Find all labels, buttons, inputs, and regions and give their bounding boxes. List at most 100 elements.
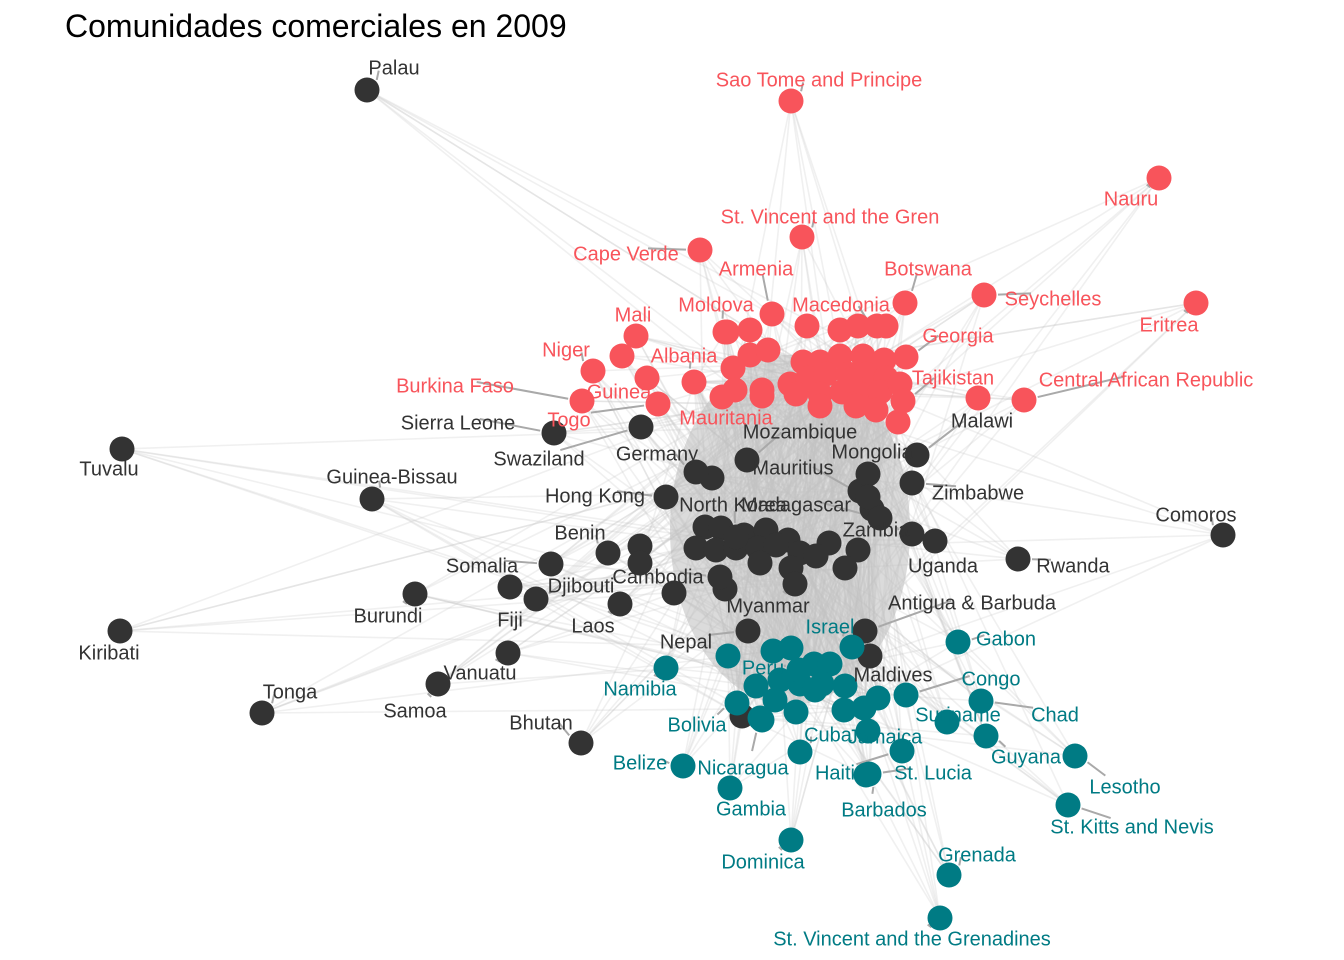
node-label-seychelles: Seychelles xyxy=(1005,288,1102,310)
node-label-cuba: Cuba xyxy=(804,724,853,746)
node-barbados xyxy=(853,762,879,788)
node-label-germany: Germany xyxy=(616,443,698,465)
node-label-guyana: Guyana xyxy=(991,746,1062,768)
network-edge xyxy=(865,373,1069,806)
node-label-cape-verde: Cape Verde xyxy=(573,243,679,265)
network-edge xyxy=(843,534,1224,711)
node-label-uganda: Uganda xyxy=(908,555,979,577)
node-sierra-leone xyxy=(541,420,567,446)
node-israel xyxy=(839,634,865,660)
network-edge xyxy=(897,421,982,702)
node-label-laos: Laos xyxy=(571,615,614,637)
chart-title: Comunidades comerciales en 2009 xyxy=(65,8,567,44)
node-zimbabwe xyxy=(899,470,925,496)
node-label-djibouti: Djibouti xyxy=(548,575,615,597)
node-label-lesotho: Lesotho xyxy=(1089,776,1160,798)
node-label-samoa: Samoa xyxy=(383,700,447,722)
label-leader-myanmar xyxy=(782,590,788,595)
node-cuba xyxy=(787,739,813,765)
node-grenada xyxy=(936,862,962,888)
network-edge xyxy=(119,389,763,632)
label-leader-nicaragua xyxy=(751,732,758,752)
node-mali xyxy=(623,323,649,349)
node-label-comoros: Comoros xyxy=(1155,504,1236,526)
node-albania xyxy=(681,369,707,395)
node-tuvalu xyxy=(109,436,135,462)
label-leader-zimbabwe xyxy=(925,482,957,488)
node-label-madagascar: Madagascar xyxy=(741,494,851,516)
node-germany xyxy=(683,459,709,485)
label-leader-sierra-leone xyxy=(479,417,541,432)
node-label-barbados: Barbados xyxy=(841,799,927,821)
node-label-congo: Congo xyxy=(962,668,1021,690)
label-leader-st-kitts-and-nevis xyxy=(1081,807,1111,820)
label-leader-djibouti xyxy=(548,583,562,595)
network-node xyxy=(783,381,809,407)
node-nepal xyxy=(735,618,761,644)
network-node xyxy=(749,383,775,409)
node-label-palau: Palau xyxy=(368,57,419,79)
label-leader-cape-verde xyxy=(647,247,687,251)
node-label-georgia: Georgia xyxy=(922,325,994,347)
node-label-niger: Niger xyxy=(542,339,590,361)
node-label-zambia: Zambia xyxy=(843,519,911,541)
label-leader-israel xyxy=(841,629,846,637)
label-leader-albania xyxy=(688,361,692,369)
node-cambodia xyxy=(707,564,733,590)
node-fiji xyxy=(497,574,523,600)
network-node xyxy=(715,643,741,669)
node-label-mali: Mali xyxy=(615,304,652,326)
node-vanuatu xyxy=(495,640,521,666)
node-label-tajikistan: Tajikistan xyxy=(912,367,994,389)
node-label-cambodia: Cambodia xyxy=(612,566,704,588)
network-node xyxy=(767,667,793,693)
node-label-mauritius: Mauritius xyxy=(752,457,833,479)
label-leader-st-vincent-and-the-grenadines xyxy=(927,923,932,929)
label-leader-grenada xyxy=(958,856,962,866)
node-label-grenada: Grenada xyxy=(938,844,1017,866)
label-leader-swaziland xyxy=(560,429,628,451)
network-node xyxy=(683,535,709,561)
label-leader-zambia xyxy=(896,526,900,531)
node-georgia xyxy=(893,344,919,370)
network-edge xyxy=(366,89,885,361)
network-node xyxy=(747,550,773,576)
node-label-sierra-leone: Sierra Leone xyxy=(401,412,516,434)
node-dominica xyxy=(778,827,804,853)
node-label-mongolia: Mongolia xyxy=(831,441,913,463)
node-label-mauritania: Mauritania xyxy=(679,407,773,429)
node-niger xyxy=(580,358,606,384)
node-label-north-korea: North Korea xyxy=(679,494,788,516)
label-leader-samoa xyxy=(426,692,432,698)
node-central-african-republic xyxy=(1011,387,1037,413)
node-label-suriname: Suriname xyxy=(915,704,1001,726)
node-tajikistan xyxy=(890,388,916,414)
network-edge xyxy=(509,586,743,717)
node-label-vanuatu: Vanuatu xyxy=(443,662,516,684)
network-node xyxy=(627,550,653,576)
network-edge xyxy=(261,650,774,714)
node-label-st-lucia: St. Lucia xyxy=(894,762,973,784)
label-leader-somalia xyxy=(503,559,538,565)
label-leader-cambodia xyxy=(679,571,707,577)
node-mongolia xyxy=(855,461,881,487)
label-leader-botswana xyxy=(911,273,918,292)
node-rwanda xyxy=(1005,546,1031,572)
node-label-gambia: Gambia xyxy=(716,798,787,820)
network-node xyxy=(803,543,829,569)
network-node xyxy=(832,673,858,699)
node-congo xyxy=(893,682,919,708)
node-label-fiji: Fiji xyxy=(497,609,523,631)
network-node xyxy=(794,313,820,339)
node-layer xyxy=(107,77,1236,931)
label-leader-guinea-bissau xyxy=(378,480,382,488)
label-leader-armenia xyxy=(761,274,769,301)
node-label-malawi: Malawi xyxy=(951,410,1013,432)
node-label-st-kitts-and-nevis: St. Kitts and Nevis xyxy=(1050,816,1213,838)
network-node xyxy=(885,409,911,435)
node-botswana xyxy=(892,290,918,316)
network-node xyxy=(813,361,839,387)
network-edge xyxy=(371,498,761,719)
node-label-tonga: Tonga xyxy=(263,681,318,703)
